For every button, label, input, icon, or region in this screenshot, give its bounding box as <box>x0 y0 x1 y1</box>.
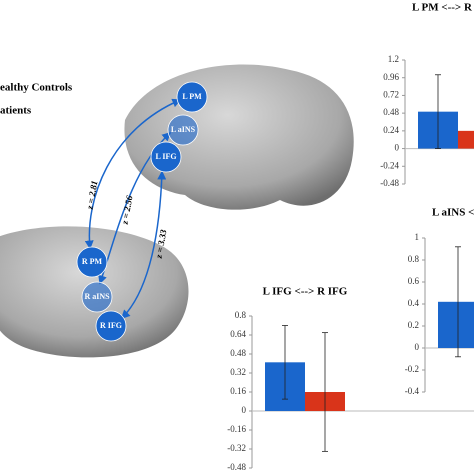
legend-label: atients <box>0 105 32 117</box>
y-tick-label: 0 <box>415 342 420 352</box>
y-tick-label: 1 <box>415 232 420 242</box>
region-label: L IFG <box>155 152 176 161</box>
y-tick-label: 0.24 <box>383 125 399 135</box>
region-label: R PM <box>82 257 103 266</box>
legend-label: ealthy Controls <box>0 82 73 94</box>
bar <box>438 301 474 348</box>
error-bar <box>455 246 461 358</box>
region-label: L aINS <box>171 125 196 134</box>
region-label: R IFG <box>100 321 122 330</box>
region-node <box>167 114 199 146</box>
y-tick-label: 0.96 <box>383 72 399 82</box>
y-tick-label: -0.48 <box>380 178 399 188</box>
y-tick-label: 0.32 <box>230 367 246 377</box>
y-tick-label: 0.2 <box>408 320 419 330</box>
z-label: z = 2.81 <box>84 180 99 211</box>
error-bar <box>322 332 328 452</box>
y-tick-label: -0.4 <box>405 386 420 396</box>
region-label: R aINS <box>84 292 110 301</box>
y-tick-label: -0.16 <box>227 424 246 434</box>
y-tick-label: 0.48 <box>230 348 246 358</box>
y-tick-label: -0.24 <box>380 160 399 170</box>
y-tick-label: 0.72 <box>383 89 399 99</box>
region-node <box>176 81 208 113</box>
y-tick-label: 0.8 <box>408 254 420 264</box>
brain-left <box>124 64 354 210</box>
region-node <box>95 310 127 342</box>
chart-title: L PM <--> R <box>412 2 473 14</box>
region-label: L PM <box>182 92 202 101</box>
y-tick-label: 0.64 <box>230 329 246 339</box>
connection <box>120 170 167 320</box>
y-tick-label: 0.48 <box>383 107 399 117</box>
y-tick-label: -0.32 <box>227 443 246 453</box>
bar <box>458 130 474 149</box>
y-tick-label: 0 <box>395 143 400 153</box>
y-tick-label: -0.2 <box>405 364 419 374</box>
y-tick-label: 0.6 <box>408 276 420 286</box>
region-node <box>76 246 108 278</box>
y-tick-label: 0.8 <box>235 310 247 320</box>
y-tick-label: 0.16 <box>230 386 246 396</box>
z-label: z = 2.56 <box>119 194 134 226</box>
region-node <box>150 141 182 173</box>
y-tick-label: 0 <box>242 405 247 415</box>
chart-title: L aINS < <box>432 207 474 219</box>
chart-title: L IFG <--> R IFG <box>263 286 348 298</box>
error-bar <box>282 325 288 400</box>
y-tick-label: 0.4 <box>408 298 420 308</box>
region-node <box>81 281 113 313</box>
y-tick-label: -0.48 <box>227 462 246 472</box>
y-tick-label: 1.2 <box>388 54 399 64</box>
error-bar <box>435 74 441 149</box>
